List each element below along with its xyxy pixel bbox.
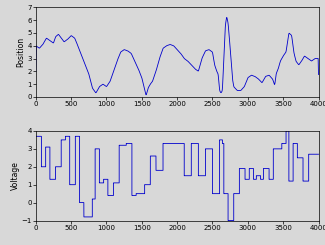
Y-axis label: Position: Position (17, 37, 26, 67)
Y-axis label: Voltage: Voltage (11, 161, 20, 190)
